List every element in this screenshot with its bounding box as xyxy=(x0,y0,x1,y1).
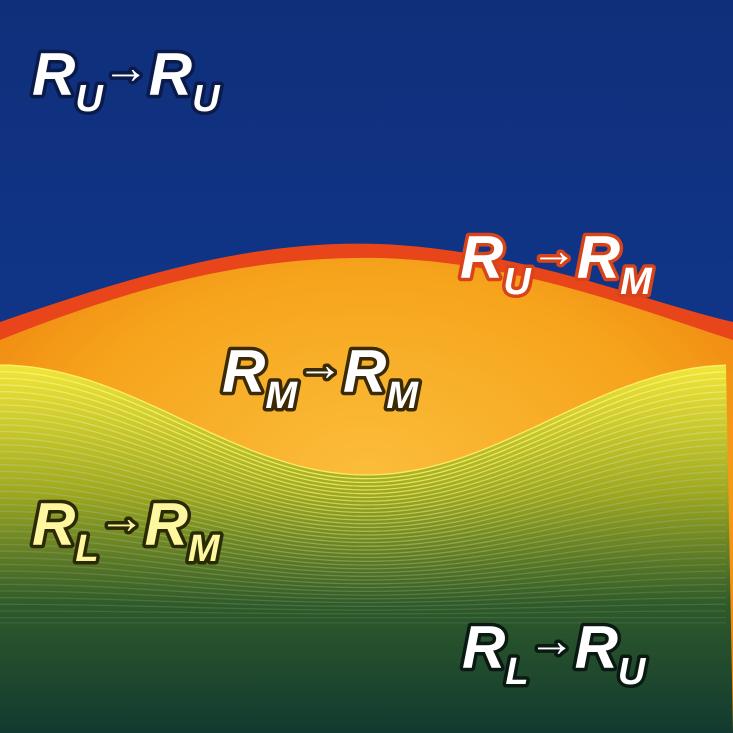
stripe xyxy=(0,370,727,480)
symbol: R xyxy=(462,614,505,681)
stripe xyxy=(0,424,727,510)
stripe xyxy=(0,397,727,495)
arrow: → xyxy=(297,338,343,390)
stripe xyxy=(0,464,727,532)
symbol: R xyxy=(460,224,503,291)
stripe xyxy=(0,384,727,487)
stripe xyxy=(0,450,727,525)
label: RL→RM xyxy=(32,491,221,570)
symbol: R xyxy=(32,491,75,558)
arrow: → xyxy=(99,491,145,543)
arrow: → xyxy=(531,224,577,276)
symbol: R xyxy=(343,338,386,405)
stripe xyxy=(0,417,727,506)
stripe xyxy=(0,490,727,547)
subscript: M xyxy=(620,261,653,303)
subscript: U xyxy=(618,651,647,693)
stripe xyxy=(0,484,727,544)
stripe xyxy=(0,510,727,559)
symbol: R xyxy=(222,338,265,405)
subscript: U xyxy=(192,78,221,120)
label: RM→RM xyxy=(222,338,419,417)
stripe xyxy=(0,537,727,574)
stripe xyxy=(0,444,727,521)
label: RL→RU xyxy=(462,614,647,693)
stripe xyxy=(0,497,727,551)
lower-stripes xyxy=(0,364,733,733)
stripe xyxy=(0,603,726,611)
stripe xyxy=(0,550,727,581)
symbol: R xyxy=(32,41,75,108)
stripe xyxy=(0,377,727,484)
stripe xyxy=(0,457,727,529)
symbol: R xyxy=(145,491,188,558)
stripe xyxy=(0,390,727,491)
stripe xyxy=(0,517,727,562)
stripe xyxy=(0,530,727,570)
stripe xyxy=(0,597,726,607)
stripe xyxy=(0,430,727,514)
stripe xyxy=(0,364,727,476)
stripe xyxy=(0,583,726,600)
stripe xyxy=(0,437,727,517)
subscript: L xyxy=(75,528,98,570)
label: RU→RU xyxy=(32,41,221,120)
stripe xyxy=(0,590,727,604)
symbol: R xyxy=(577,224,620,291)
stripe xyxy=(0,410,727,502)
symbol: R xyxy=(149,41,192,108)
stripe xyxy=(0,477,727,540)
stripe xyxy=(0,577,727,596)
stripe xyxy=(0,563,727,589)
symbol: R xyxy=(575,614,618,681)
subscript: M xyxy=(386,375,419,417)
stripe xyxy=(0,557,727,585)
subscript: M xyxy=(188,528,221,570)
stripe xyxy=(0,570,727,592)
stripe xyxy=(0,610,726,615)
subscript: L xyxy=(505,651,528,693)
stripe xyxy=(0,404,727,499)
stripe xyxy=(0,470,727,536)
stripe xyxy=(0,503,727,555)
subscript: M xyxy=(265,375,298,417)
stripe xyxy=(0,523,727,566)
label: RU→RM xyxy=(460,224,653,303)
subscript: U xyxy=(75,78,104,120)
arrow: → xyxy=(529,614,575,666)
arrow: → xyxy=(103,41,149,93)
subscript: U xyxy=(503,261,532,303)
stripe xyxy=(0,543,727,577)
